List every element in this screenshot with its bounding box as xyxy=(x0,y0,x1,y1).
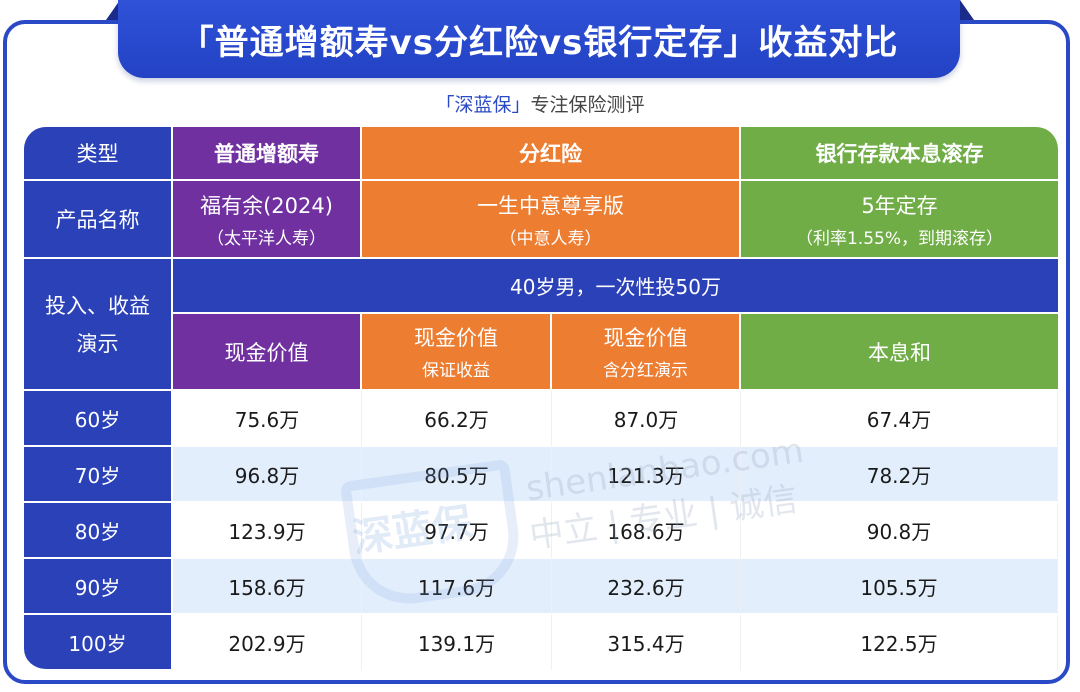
type-col-dividend: 分红险 xyxy=(362,127,741,181)
invest-label-line1: 投入、收益 xyxy=(45,294,150,318)
value-cell: 78.2万 xyxy=(741,447,1058,503)
value-cell: 232.6万 xyxy=(552,559,741,615)
scenario-row: 投入、收益 演示 40岁男，一次性投50万 xyxy=(24,259,1058,391)
value-cell: 80.5万 xyxy=(362,447,552,503)
age-label: 70岁 xyxy=(24,447,173,503)
product-company: （太平洋人寿） xyxy=(207,228,326,249)
subcol-line1: 现金价值 xyxy=(414,326,498,350)
subtitle: 「深蓝保」专注保险测评 xyxy=(0,90,1080,117)
table-row: 100岁 202.9万 139.1万 315.4万 122.5万 xyxy=(24,615,1058,671)
value-cell: 67.4万 xyxy=(741,391,1058,447)
table-row: 60岁 75.6万 66.2万 87.0万 67.4万 xyxy=(24,391,1058,447)
type-row: 类型 普通增额寿 分红险 银行存款本息滚存 xyxy=(24,127,1058,181)
age-label: 90岁 xyxy=(24,559,173,615)
banner-fold-right xyxy=(960,0,974,20)
value-cell: 315.4万 xyxy=(552,615,741,671)
value-cell: 121.3万 xyxy=(552,447,741,503)
product-name: 一生中意尊享版 xyxy=(477,193,624,218)
comparison-table: 类型 普通增额寿 分红险 银行存款本息滚存 产品名称 福有余(2024) （太平… xyxy=(24,127,1058,671)
age-label: 100岁 xyxy=(24,615,173,671)
subcol-line1: 现金价值 xyxy=(603,326,688,350)
table-row: 70岁 96.8万 80.5万 121.3万 78.2万 xyxy=(24,447,1058,503)
value-cell: 202.9万 xyxy=(173,615,362,671)
subheader-row: 现金价值 现金价值 保证收益 现金价值 含分红演示 本息和 xyxy=(24,314,1058,391)
subcol-with-dividend: 现金价值 含分红演示 xyxy=(552,314,741,391)
subcol-line2: 含分红演示 xyxy=(603,361,688,381)
subcol-cash-value: 现金价值 xyxy=(173,314,362,391)
product-company: （中意人寿） xyxy=(499,228,602,249)
table-row: 90岁 158.6万 117.6万 232.6万 105.5万 xyxy=(24,559,1058,615)
banner-fold-left xyxy=(106,0,120,20)
value-cell: 168.6万 xyxy=(552,503,741,559)
product-col-3: 5年定存 （利率1.55%，到期滚存） xyxy=(741,181,1058,259)
product-label: 产品名称 xyxy=(24,181,173,259)
product-col-2: 一生中意尊享版 （中意人寿） xyxy=(362,181,741,259)
value-cell: 90.8万 xyxy=(741,503,1058,559)
subcol-line2: 保证收益 xyxy=(422,361,490,381)
subtitle-brand: 「深蓝保」 xyxy=(435,94,531,116)
product-col-1: 福有余(2024) （太平洋人寿） xyxy=(173,181,362,259)
value-cell: 122.5万 xyxy=(741,615,1058,671)
scenario-text: 40岁男，一次性投50万 xyxy=(173,259,1058,314)
type-col-increasing-life: 普通增额寿 xyxy=(173,127,362,181)
product-name: 5年定存 xyxy=(861,193,938,218)
product-name: 福有余(2024) xyxy=(200,193,333,218)
value-cell: 105.5万 xyxy=(741,559,1058,615)
subtitle-text: 专注保险测评 xyxy=(530,94,645,116)
invest-label-line2: 演示 xyxy=(76,332,119,356)
value-cell: 87.0万 xyxy=(552,391,741,447)
product-company: （利率1.55%，到期滚存） xyxy=(795,228,1003,249)
table-row: 80岁 123.9万 97.7万 168.6万 90.8万 xyxy=(24,503,1058,559)
value-cell: 96.8万 xyxy=(173,447,362,503)
page-title: 「普通增额寿vs分红险vs银行定存」收益对比 xyxy=(179,22,899,63)
type-col-bank-deposit: 银行存款本息滚存 xyxy=(741,127,1058,181)
value-cell: 123.9万 xyxy=(173,503,362,559)
value-cell: 66.2万 xyxy=(362,391,552,447)
value-cell: 139.1万 xyxy=(362,615,552,671)
invest-label: 投入、收益 演示 xyxy=(24,259,173,391)
value-cell: 97.7万 xyxy=(362,503,552,559)
subcol-guaranteed: 现金价值 保证收益 xyxy=(362,314,552,391)
value-cell: 158.6万 xyxy=(173,559,362,615)
value-cell: 117.6万 xyxy=(362,559,552,615)
type-label: 类型 xyxy=(24,127,173,181)
title-banner: 「普通增额寿vs分红险vs银行定存」收益对比 xyxy=(118,0,960,78)
age-label: 60岁 xyxy=(24,391,173,447)
product-row: 产品名称 福有余(2024) （太平洋人寿） 一生中意尊享版 （中意人寿） 5年… xyxy=(24,181,1058,259)
value-cell: 75.6万 xyxy=(173,391,362,447)
subcol-principal-interest: 本息和 xyxy=(741,314,1058,391)
age-label: 80岁 xyxy=(24,503,173,559)
